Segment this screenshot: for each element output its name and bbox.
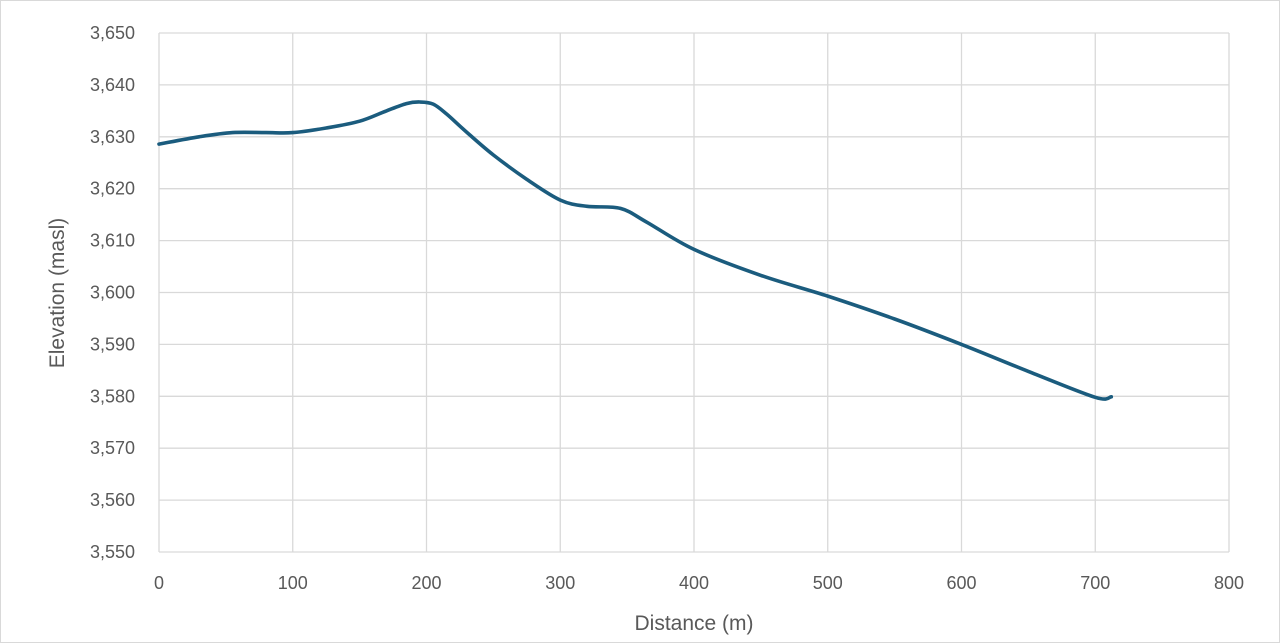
- x-axis-ticks: 0 100 200 300 400 500 600 700 800: [154, 573, 1244, 593]
- y-axis-ticks: 3,550 3,560 3,570 3,580 3,590 3,600 3,610 3,620…: [90, 23, 135, 562]
- x-tick-label: 700: [1080, 573, 1110, 593]
- x-tick-label: 300: [545, 573, 575, 593]
- y-tick-label: 3,570: [90, 438, 135, 458]
- x-tick-label: 200: [411, 573, 441, 593]
- y-tick-label: 3,610: [90, 231, 135, 251]
- y-tick-label: 3,580: [90, 386, 135, 406]
- y-tick-label: 3,620: [90, 179, 135, 199]
- x-axis-title: Distance (m): [634, 612, 753, 635]
- x-tick-label: 0: [154, 573, 164, 593]
- x-tick-label: 500: [813, 573, 843, 593]
- y-tick-label: 3,600: [90, 283, 135, 303]
- y-tick-label: 3,640: [90, 75, 135, 95]
- gridlines: [158, 32, 1230, 553]
- y-tick-label: 3,550: [90, 542, 135, 562]
- x-tick-label: 600: [946, 573, 976, 593]
- y-axis-title: Elevation (masl): [46, 218, 69, 369]
- y-tick-label: 3,630: [90, 127, 135, 147]
- elevation-series-line: [157, 100, 1114, 401]
- y-tick-label: 3,650: [90, 23, 135, 43]
- x-tick-label: 100: [278, 573, 308, 593]
- x-tick-label: 400: [679, 573, 709, 593]
- y-tick-label: 3,560: [90, 490, 135, 510]
- x-tick-label: 800: [1214, 573, 1244, 593]
- y-tick-label: 3,590: [90, 334, 135, 354]
